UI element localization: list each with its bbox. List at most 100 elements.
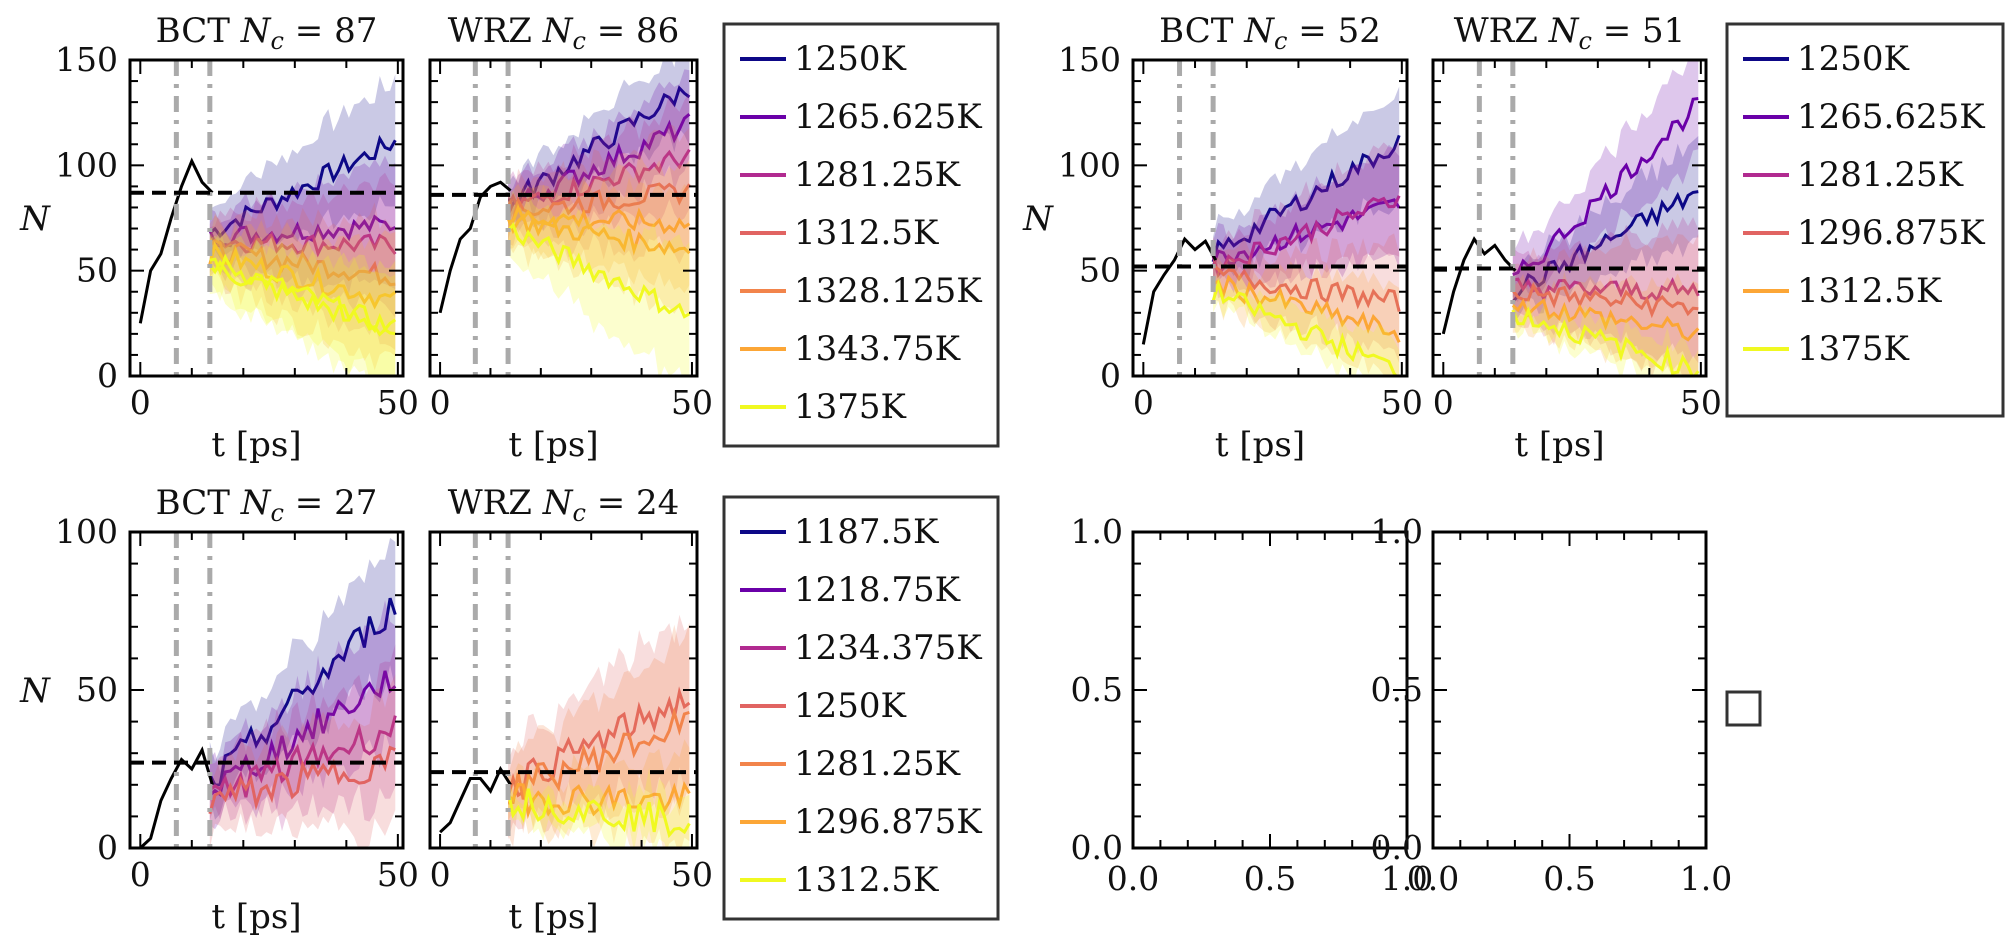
legend-label: 1281.25K [794,744,961,784]
legend-label: 1375K [1797,329,1910,369]
series-line-1312.5K [1212,274,1401,343]
panel-bottom-left-2: 0 50 t [ps] WRZ Nc = 24 [428,483,713,937]
panel-top-left-2: 0 50 t [ps] WRZ Nc = 86 [428,11,713,465]
empty-legend-box [1725,690,1762,727]
x-tick-label: 50 [1680,383,1722,422]
band-1250K [1512,136,1699,325]
y-tick-label: 0 [97,356,118,395]
series-line-1187.5K [208,597,397,787]
y-tick-label: 50 [76,670,118,709]
legend-label: 1265.625K [1797,97,1985,137]
legend-1: 1250K 1265.625K 1281.25K 1296.875K 1312.5K 13… [1725,22,2005,418]
series-line-1343.75K [506,213,691,256]
x-tick-label: 50 [1381,383,1423,422]
series-line-1250K [1511,190,1699,303]
legend-label: 1250K [1797,39,1910,79]
band-1187.5K [209,537,396,820]
x-tick-label: 0 [430,855,451,894]
x-tick-label: 0 [130,855,151,894]
plot-area [1433,60,1706,376]
band-1375K [209,228,396,376]
legend-label: 1343.75K [794,329,961,369]
y-tick-label: 0 [1100,356,1121,395]
band-1375K [1213,270,1400,376]
legend-label: 1296.875K [1797,213,1985,253]
plot-area [1133,60,1407,376]
band-1218.75K [209,600,396,830]
y-tick-label: 50 [76,251,118,290]
band-1312.5K [1213,256,1400,376]
legend-label: 1312.5K [1797,271,1942,311]
x-tick-label: 0 [130,383,151,422]
band-1328.125K [508,152,690,294]
y-tick-label: 0.5 [1071,670,1123,709]
band-1343.75K [209,232,396,376]
band-1312.5K [209,202,396,351]
band-1281.25K [508,622,690,847]
x-axis-label: t [ps] [211,897,301,937]
series-line-1312.5K [506,788,691,839]
plot-area [130,60,403,376]
x-tick-label: 0 [430,383,451,422]
x-tick-label: 1.0 [1680,859,1732,898]
band-1250K [508,614,690,840]
legend-label: 1375K [794,387,907,427]
legend-label: 1281.25K [794,155,961,195]
x-axis-label: t [ps] [211,425,301,465]
y-tick-label: 50 [1079,251,1121,290]
plot-area [430,532,697,848]
axes-frame [1431,58,1708,378]
band-1265.625K [209,155,396,294]
series-line-1250K [508,85,691,206]
axes-frame [1431,530,1708,850]
empty-axes-1: 0.0 0.5 1.00.00.51.0 [1371,512,1733,898]
x-tick-label: 0.0 [1407,859,1459,898]
legend-label: 1234.375K [794,628,982,668]
series-line-1296.875K [1212,264,1401,312]
plot-area [130,532,403,848]
plot-area [430,60,697,376]
legend-label: 1218.75K [794,570,961,610]
legend-label: 1187.5K [794,512,939,552]
band-1281.25K [1213,138,1400,299]
series-line-1250K [208,745,396,815]
panel-top-right: 0 50 0 50 100 150 t [ps] N BCT Nc = 52 [1022,11,1423,465]
x-tick-label: 0.5 [1543,859,1595,898]
panel-top-right-2: 0 50 t [ps] WRZ Nc = 51 [1431,11,1722,465]
band-1343.75K [508,177,690,315]
series-line-1265.625K [1512,97,1699,277]
series-line-1312.5K [507,182,691,223]
x-tick-label: 0 [1433,383,1454,422]
series-line-1281.25K [1512,277,1700,304]
empty-axes-0: 0.0 0.5 1.00.00.51.0 [1071,512,1434,898]
series-line-1250K [1211,134,1401,263]
band-1265.625K [1213,144,1400,294]
legend-label: 1328.125K [794,271,982,311]
band-1234.375K [209,644,396,832]
panel-title: WRZ Nc = 51 [1454,11,1686,55]
panel-title: WRZ Nc = 24 [448,483,680,527]
y-axis-label: N [19,199,51,239]
x-tick-label: 1.0 [1381,859,1433,898]
y-tick-label: 100 [55,512,118,551]
y-axis-label: N [19,671,51,711]
band-1328.125K [209,212,396,371]
axes-frame [128,58,405,378]
legend-label: 1265.625K [794,97,982,137]
y-tick-label: 1.0 [1071,512,1123,551]
legend-label: 1312.5K [794,860,939,900]
x-tick-label: 0.5 [1244,859,1296,898]
band-1281.25K [1512,216,1699,365]
series-line-1375K [1211,278,1399,376]
legend-label: 1281.25K [1797,155,1964,195]
axes-frame [1131,530,1409,850]
panel-bottom-left: 0 50 0 50 100 t [ps] N BCT Nc = 27 [19,483,419,937]
y-tick-label: 0 [97,828,118,867]
band-1296.875K [1512,232,1699,376]
panel-title: BCT Nc = 27 [156,483,378,527]
panel-title: BCT Nc = 52 [1159,11,1381,55]
series-line-1296.875K [1511,282,1699,319]
series-line-1218.75K [208,670,397,797]
x-tick-label: 50 [377,855,419,894]
band-1265.625K [1512,60,1699,303]
